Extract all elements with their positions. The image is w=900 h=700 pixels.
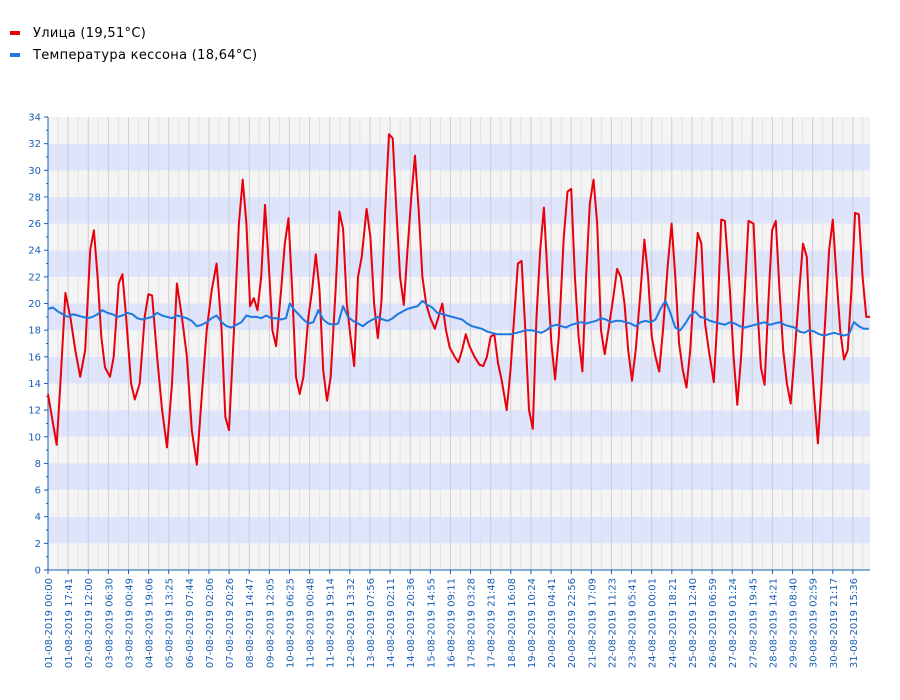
band [48, 330, 870, 357]
x-tick-label: 27-08-2019 19:45 [748, 578, 759, 668]
y-tick-label: 18 [28, 326, 41, 337]
x-tick-label: 10-08-2019 06:25 [285, 578, 296, 668]
background-bands [48, 117, 870, 570]
legend-swatch-street [10, 31, 20, 35]
band [48, 410, 870, 437]
series-line-street [47, 133, 870, 466]
y-tick-label: 26 [28, 219, 41, 230]
y-tick-label: 32 [28, 139, 41, 150]
series-lines [47, 133, 870, 466]
x-tick-label: 15-08-2019 14:55 [426, 578, 437, 668]
x-tick-label: 30-08-2019 02:59 [809, 578, 820, 668]
x-tick-label: 05-08-2019 13:25 [165, 578, 176, 668]
x-tick-label: 16-08-2019 09:11 [446, 578, 457, 668]
x-axis: 01-08-2019 00:00 01-08-2019 17:41 02-08-20… [44, 569, 870, 668]
y-tick-label: 8 [35, 459, 41, 470]
legend-label-caisson: Температура кессона (18,64°C) [33, 47, 258, 63]
x-tick-label: 24-08-2019 18:21 [668, 578, 679, 668]
y-tick-label: 22 [28, 272, 41, 283]
band [48, 170, 870, 197]
x-tick-label: 02-08-2019 12:00 [84, 578, 95, 668]
x-tick-label: 09-08-2019 12:05 [265, 578, 276, 668]
x-tick-label: 13-08-2019 07:56 [366, 578, 377, 668]
x-tick-label: 01-08-2019 00:00 [44, 578, 55, 668]
band [48, 490, 870, 517]
x-tick-label: 06-08-2019 07:44 [185, 578, 196, 668]
y-tick-label: 10 [28, 432, 41, 443]
x-tick-label: 11-08-2019 19:14 [326, 578, 337, 668]
x-tick-label: 03-08-2019 06:30 [104, 578, 115, 668]
x-tick-label: 18-08-2019 16:08 [507, 578, 518, 668]
y-tick-label: 4 [35, 512, 41, 523]
x-tick-label: 19-08-2019 10:24 [527, 578, 538, 668]
band [48, 196, 870, 224]
band [48, 436, 870, 464]
x-tick-label: 12-08-2019 13:32 [346, 578, 357, 668]
band [48, 117, 870, 144]
x-tick-label: 20-08-2019 22:56 [567, 578, 578, 668]
x-tick-label: 25-08-2019 12:40 [688, 578, 699, 668]
x-tick-label: 17-08-2019 03:28 [467, 578, 478, 668]
band [48, 463, 870, 491]
legend-item-caisson: Температура кессона (18,64°C) [8, 44, 257, 66]
x-tick-label: 31-08-2019 15:36 [849, 578, 860, 668]
legend-swatch-caisson [10, 53, 20, 57]
band [48, 250, 870, 277]
y-tick-label: 34 [28, 113, 41, 124]
legend-item-street: Улица (19,51°C) [8, 22, 257, 44]
y-tick-label: 2 [35, 539, 41, 550]
band [48, 223, 870, 251]
x-tick-label: 22-08-2019 11:23 [607, 578, 618, 668]
x-tick-label: 27-08-2019 01:24 [728, 578, 739, 668]
x-tick-label: 30-08-2019 21:17 [829, 578, 840, 668]
y-tick-label: 14 [28, 379, 41, 390]
x-tick-label: 17-08-2019 21:48 [487, 578, 498, 668]
x-tick-label: 11-08-2019 00:48 [306, 578, 317, 668]
x-tick-label: 20-08-2019 04:41 [547, 578, 558, 668]
band [48, 143, 870, 171]
band [48, 383, 870, 411]
x-tick-label: 07-08-2019 20:26 [225, 578, 236, 668]
vertical-gridlines [47, 117, 864, 570]
y-tick-label: 16 [28, 352, 41, 363]
x-tick-label: 03-08-2019 00:49 [124, 578, 135, 668]
x-tick-label: 21-08-2019 17:09 [587, 578, 598, 668]
x-tick-label: 14-08-2019 20:36 [406, 578, 417, 668]
x-tick-label: 23-08-2019 05:41 [628, 578, 639, 668]
band [48, 543, 870, 570]
y-tick-label: 0 [35, 566, 41, 577]
y-tick-label: 28 [28, 192, 41, 203]
x-tick-label: 29-08-2019 08:40 [789, 578, 800, 668]
x-tick-label: 08-08-2019 14:47 [245, 578, 256, 668]
y-tick-label: 24 [28, 246, 41, 257]
band [48, 276, 870, 304]
x-tick-label: 26-08-2019 06:59 [708, 578, 719, 668]
x-tick-label: 14-08-2019 02:11 [386, 578, 397, 668]
y-tick-label: 30 [28, 166, 41, 177]
series-line-caisson [47, 299, 869, 337]
x-tick-label: 24-08-2019 00:01 [648, 578, 659, 668]
legend-label-street: Улица (19,51°C) [33, 25, 147, 41]
chart-legend: Улица (19,51°C) Температура кессона (18,… [8, 22, 257, 66]
y-tick-label: 6 [35, 486, 41, 497]
x-tick-label: 04-08-2019 19:06 [145, 578, 156, 668]
band [48, 516, 870, 544]
y-tick-label: 12 [28, 406, 41, 417]
y-tick-label: 20 [28, 299, 41, 310]
x-tick-label: 01-08-2019 17:41 [64, 578, 75, 668]
x-tick-label: 28-08-2019 14:21 [768, 578, 779, 668]
x-tick-label: 07-08-2019 02:06 [205, 578, 216, 668]
